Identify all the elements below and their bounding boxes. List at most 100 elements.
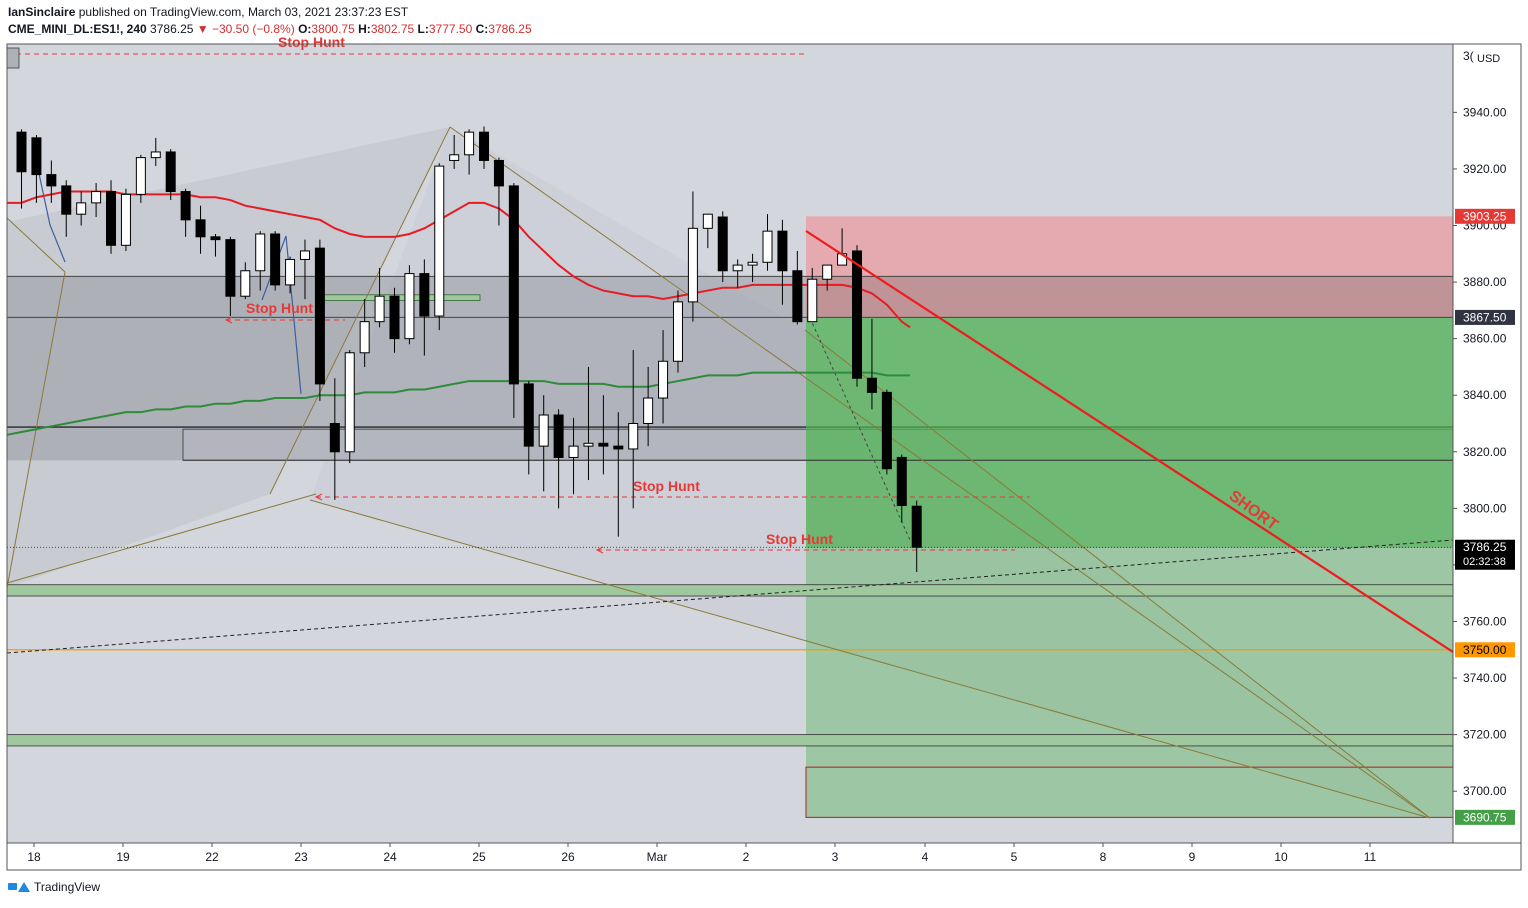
candle[interactable] <box>643 366 654 447</box>
candle[interactable] <box>255 231 266 291</box>
target-line-tag-bg <box>1455 642 1515 658</box>
candle[interactable] <box>91 183 102 218</box>
stop-hunt-label-top: Stop Hunt <box>278 34 345 50</box>
candle[interactable] <box>628 349 639 509</box>
candle-body <box>479 131 490 161</box>
footer-brand[interactable]: TradingView <box>34 880 101 894</box>
pattern-leg-2 <box>261 235 302 395</box>
candle[interactable] <box>717 211 728 283</box>
candle[interactable] <box>464 129 475 175</box>
x-tick-label: 23 <box>294 850 308 864</box>
candle-body <box>61 185 72 215</box>
candles-layer[interactable] <box>16 126 922 572</box>
candle[interactable] <box>583 366 594 481</box>
price-axis[interactable]: 3700.003720.003740.003760.003780.003800.… <box>6 43 1522 844</box>
scroll-handle[interactable] <box>6 47 20 69</box>
candle-body <box>732 264 743 272</box>
candle[interactable] <box>61 180 72 237</box>
symbol-label[interactable]: CME_MINI_DL:ES1!, 240 <box>8 22 147 36</box>
candle-body <box>464 131 475 156</box>
candle[interactable] <box>896 454 907 523</box>
candle[interactable] <box>911 500 922 572</box>
candle[interactable] <box>180 188 191 237</box>
candle[interactable] <box>374 267 385 328</box>
publisher-text: published on TradingView.com, March 03, … <box>78 5 409 19</box>
candle[interactable] <box>16 129 27 209</box>
candle[interactable] <box>747 253 758 283</box>
candle[interactable] <box>508 183 519 418</box>
candle[interactable] <box>538 395 549 492</box>
dashed-trendline <box>6 539 1454 654</box>
candle[interactable] <box>225 236 236 317</box>
candle[interactable] <box>299 239 310 300</box>
candle[interactable] <box>106 180 117 254</box>
last-price: 3786.25 <box>150 22 194 36</box>
high-value: 3802.75 <box>370 22 415 36</box>
candle-body <box>658 360 669 399</box>
candle[interactable] <box>613 412 624 537</box>
candle[interactable] <box>359 299 370 367</box>
ema-green-line <box>6 371 910 436</box>
candle[interactable] <box>523 381 534 475</box>
candle[interactable] <box>31 134 42 203</box>
candle[interactable] <box>210 233 221 257</box>
candle[interactable] <box>76 191 87 226</box>
y-tick-label: 3740.00 <box>1463 671 1507 685</box>
candle[interactable] <box>120 188 131 251</box>
candle-body <box>672 301 683 362</box>
candle-body <box>553 414 564 458</box>
candle[interactable] <box>449 134 460 169</box>
candle[interactable] <box>672 290 683 373</box>
candle[interactable] <box>389 287 400 353</box>
candle[interactable] <box>135 154 146 203</box>
candle[interactable] <box>852 245 863 387</box>
candle[interactable] <box>344 349 355 464</box>
projection-dashed <box>809 317 911 541</box>
y-tick-label: 3760.00 <box>1463 614 1507 628</box>
publisher-line: IanSinclaire published on TradingView.co… <box>8 4 532 21</box>
candle[interactable] <box>285 256 296 294</box>
time-axis[interactable]: 18 19 22 23 24 25 26 Mar 2 3 4 5 8 9 10 11 <box>6 842 1522 871</box>
candle-body <box>852 250 863 379</box>
candle[interactable] <box>598 395 609 475</box>
candle[interactable] <box>419 259 430 356</box>
candle[interactable] <box>777 219 788 305</box>
stop-hunt-arrow-icon <box>314 493 323 501</box>
candle[interactable] <box>822 264 833 291</box>
stop-hunt-arrow-icon <box>224 316 233 324</box>
price-chart[interactable]: Stop Hunt Stop Hunt Stop Hunt Stop Hunt … <box>0 0 1528 880</box>
candle[interactable] <box>807 267 818 323</box>
candle[interactable] <box>568 417 579 495</box>
candle[interactable] <box>46 160 57 203</box>
chart-header: IanSinclaire published on TradingView.co… <box>8 4 532 38</box>
candle[interactable] <box>658 330 669 424</box>
candle-body <box>76 202 87 215</box>
y-tick-label: 3820.00 <box>1463 445 1507 459</box>
candle-body <box>240 270 251 297</box>
candle[interactable] <box>165 149 176 201</box>
stop-price-tag: 3903.25 <box>1463 209 1507 223</box>
candle[interactable] <box>195 205 206 254</box>
candle[interactable] <box>479 126 490 169</box>
candle[interactable] <box>434 163 445 331</box>
candle[interactable] <box>687 191 698 322</box>
candle[interactable] <box>732 259 743 288</box>
candle[interactable] <box>314 239 325 401</box>
candle[interactable] <box>553 409 564 509</box>
candle[interactable] <box>881 389 892 475</box>
candle[interactable] <box>240 262 251 300</box>
candle[interactable] <box>493 157 504 226</box>
candle-body <box>807 278 818 323</box>
candle[interactable] <box>762 214 773 271</box>
candle[interactable] <box>150 137 161 167</box>
candle[interactable] <box>792 250 803 325</box>
candle[interactable] <box>270 231 281 291</box>
candle[interactable] <box>404 265 415 345</box>
candle[interactable] <box>329 378 340 500</box>
candle[interactable] <box>702 213 713 249</box>
candle-body <box>106 191 117 246</box>
publisher-user[interactable]: IanSinclaire <box>8 5 76 19</box>
trend-line-0 <box>6 217 66 273</box>
tradingview-logo-icon[interactable] <box>8 880 30 894</box>
candle[interactable] <box>866 318 877 410</box>
